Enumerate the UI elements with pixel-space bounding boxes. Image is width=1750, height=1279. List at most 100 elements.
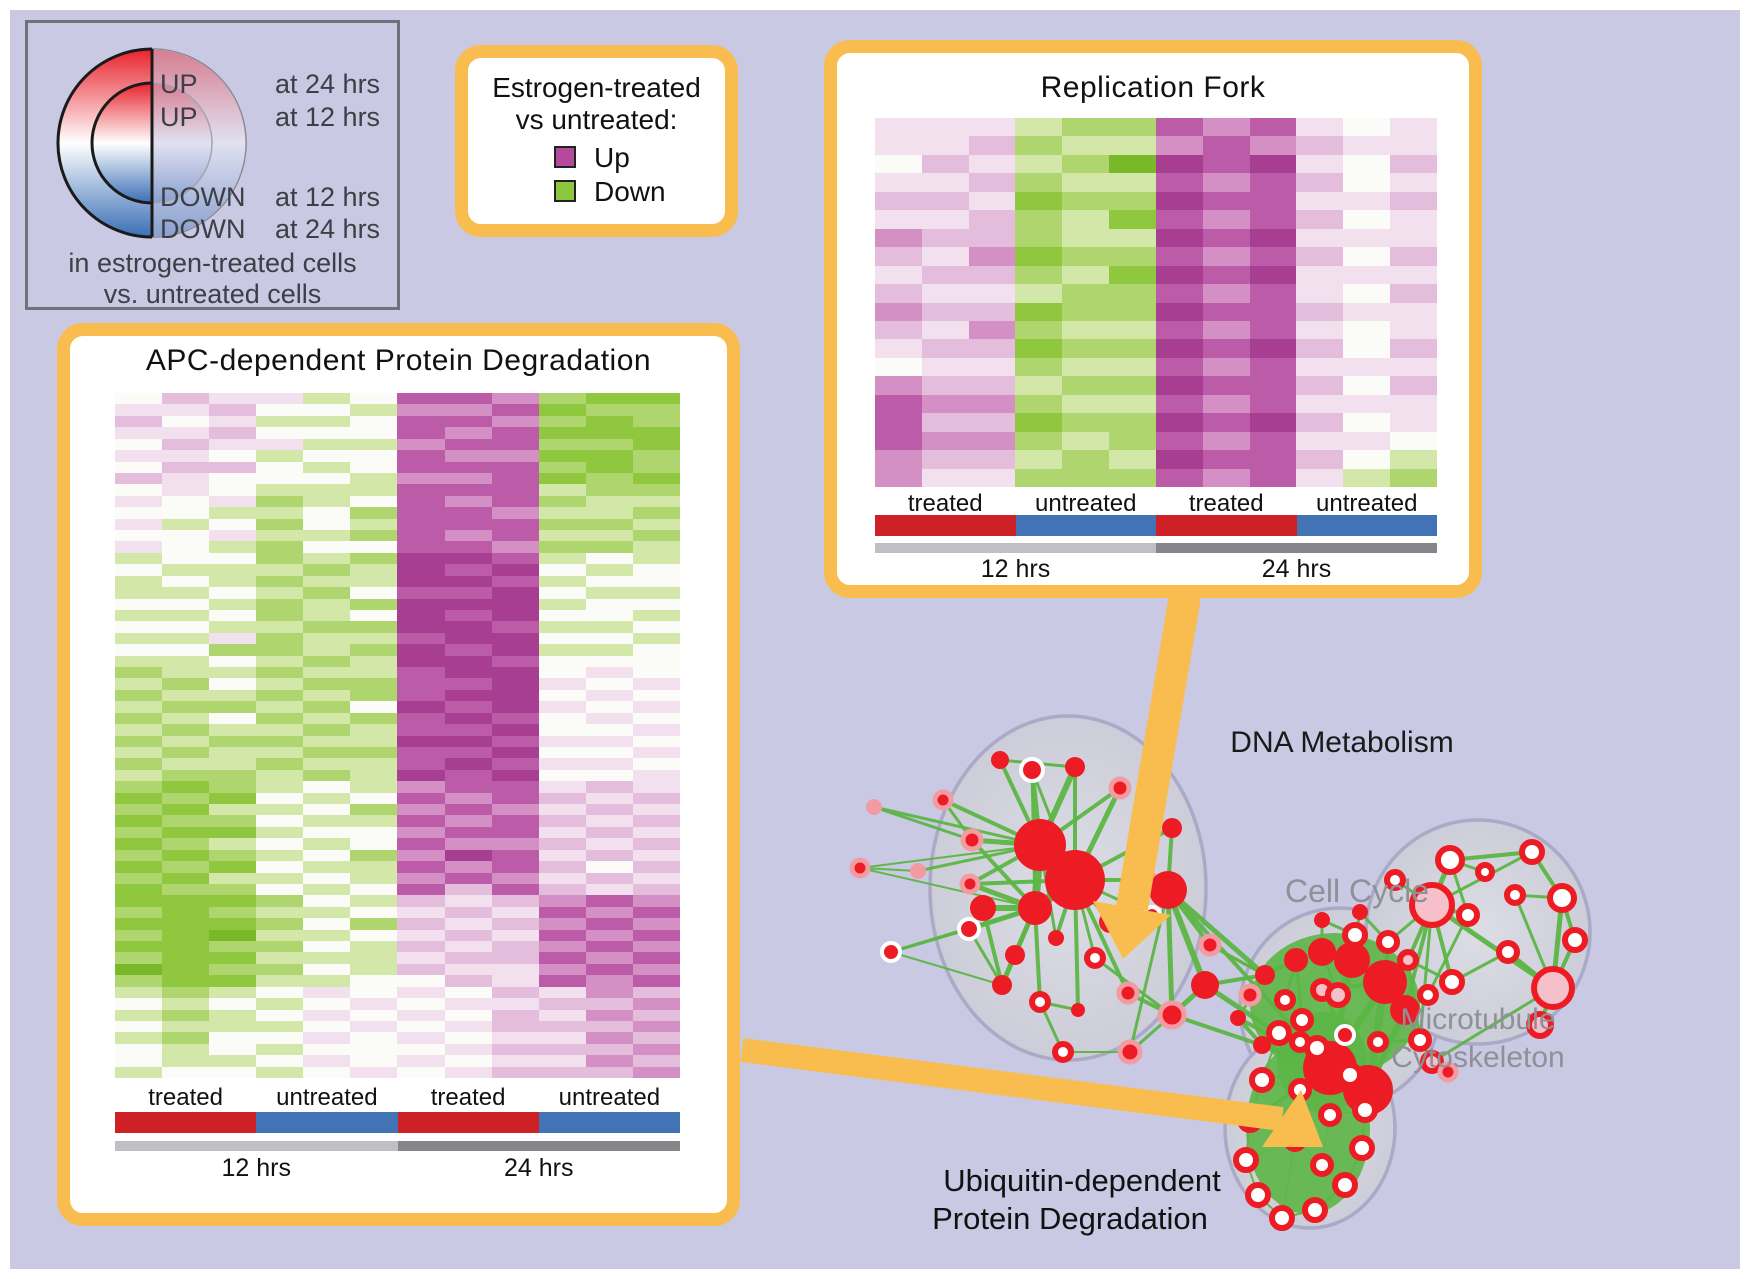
gene-node <box>991 751 1009 769</box>
gene-node <box>1397 949 1419 971</box>
heatmap-cell <box>538 963 586 976</box>
heatmap-cell <box>444 427 492 439</box>
heatmap-cell <box>350 975 398 987</box>
heatmap-cell <box>538 393 586 405</box>
heatmap-cell <box>115 427 163 439</box>
gene-node <box>1349 1135 1375 1161</box>
heatmap-cell <box>444 1009 492 1021</box>
heatmap-cell <box>1343 468 1391 487</box>
heatmap-cell <box>397 701 445 713</box>
gene-node <box>1308 938 1336 966</box>
heatmap-cell <box>491 667 539 679</box>
heatmap-cell <box>397 598 445 610</box>
heatmap-cell <box>585 758 633 770</box>
heatmap-cell <box>1109 302 1156 321</box>
heatmap-cell <box>968 284 1016 303</box>
heatmap-cell <box>538 861 586 873</box>
heatmap-cell <box>115 769 163 782</box>
heatmap-cell <box>538 804 586 816</box>
heatmap-cell <box>256 404 304 416</box>
heatmap-cell <box>538 427 586 439</box>
heatmap-cell <box>1296 265 1344 285</box>
heatmap-cell <box>303 632 351 645</box>
heatmap-cell <box>968 376 1016 395</box>
heatmap-cell <box>1296 376 1344 395</box>
heatmap-cell <box>1343 394 1391 414</box>
heatmap-cell <box>921 228 969 248</box>
heatmap-cell <box>585 461 633 473</box>
heatmap-cell <box>444 895 492 907</box>
heatmap-cell <box>491 461 539 473</box>
heatmap-cell <box>538 484 586 496</box>
heatmap-cell <box>921 118 969 137</box>
heatmap-cell <box>397 712 445 725</box>
heatmap-cell <box>1015 431 1063 451</box>
heatmap-cell <box>1296 431 1344 451</box>
heatmap-cell <box>1202 265 1250 285</box>
heatmap-cell <box>632 701 680 713</box>
heatmap-cell <box>350 621 398 633</box>
heatmap-cell <box>209 1055 257 1067</box>
heatmap-cell <box>115 1032 163 1044</box>
heatmap-cell <box>256 758 304 770</box>
heatmap-cell <box>585 986 633 999</box>
network-edge <box>890 951 1003 986</box>
heatmap-cell <box>1109 431 1156 451</box>
heatmap-cell <box>491 507 539 519</box>
heatmap-cell <box>968 265 1016 285</box>
heatmap-cell <box>632 861 680 873</box>
heatmap-cell <box>1015 413 1063 432</box>
gene-node <box>1117 1039 1143 1065</box>
heatmap-cell <box>632 564 680 576</box>
heatmap-cell <box>538 906 586 919</box>
heatmap-cell <box>968 118 1016 137</box>
heatmap-cell <box>350 575 398 588</box>
heatmap-cell <box>350 724 398 736</box>
heatmap-cell <box>632 986 680 999</box>
heatmap-cell <box>632 393 680 405</box>
heatmap-cell <box>397 541 445 553</box>
heatmap-cell <box>162 975 210 987</box>
heatmap-cell <box>632 1032 680 1044</box>
heatmap-cell <box>1062 265 1110 285</box>
heatmap-cell <box>1202 154 1250 174</box>
heatmap-cell <box>1296 247 1344 266</box>
down-color-swatch <box>554 180 576 202</box>
heatmap-cell <box>1109 413 1156 432</box>
gene-node <box>1230 1010 1246 1026</box>
heatmap-cell <box>491 986 539 999</box>
heatmap-cell <box>921 394 969 414</box>
heatmap-cell <box>397 1032 445 1044</box>
heatmap-cell <box>444 883 492 896</box>
heatmap-cell <box>397 746 445 759</box>
heatmap-cell <box>491 404 539 416</box>
heatmap-cell <box>491 724 539 736</box>
heatmap-cell <box>397 872 445 884</box>
heatmap-cell <box>585 826 633 839</box>
heatmap-cell <box>209 450 257 462</box>
heatmap-cell <box>256 826 304 839</box>
heatmap-cell <box>209 427 257 439</box>
heatmap-cell <box>444 792 492 804</box>
heatmap-cell <box>538 438 586 451</box>
heatmap-cell <box>397 495 445 508</box>
heatmap-cell <box>1062 413 1110 432</box>
heatmap-cell <box>397 769 445 782</box>
heatmap-cell <box>115 781 163 793</box>
heatmap-cell <box>444 826 492 839</box>
heatmap-cell <box>303 450 351 462</box>
heatmap-cell <box>209 393 257 405</box>
cluster-label-5: Protein Degradation <box>932 1200 1208 1236</box>
heatmap-cell <box>209 621 257 633</box>
heatmap-cell <box>256 746 304 759</box>
heatmap-cell <box>1390 284 1437 303</box>
heatmap-cell <box>350 552 398 565</box>
heatmap-cell <box>115 929 163 941</box>
heatmap-cell <box>115 975 163 987</box>
heatmap-cell <box>585 587 633 599</box>
heatmap-cell <box>256 1043 304 1056</box>
heatmap-cell <box>303 1043 351 1056</box>
heatmap-cell <box>350 929 398 941</box>
heatmap-cell <box>491 701 539 713</box>
heatmap-cell <box>350 1043 398 1056</box>
